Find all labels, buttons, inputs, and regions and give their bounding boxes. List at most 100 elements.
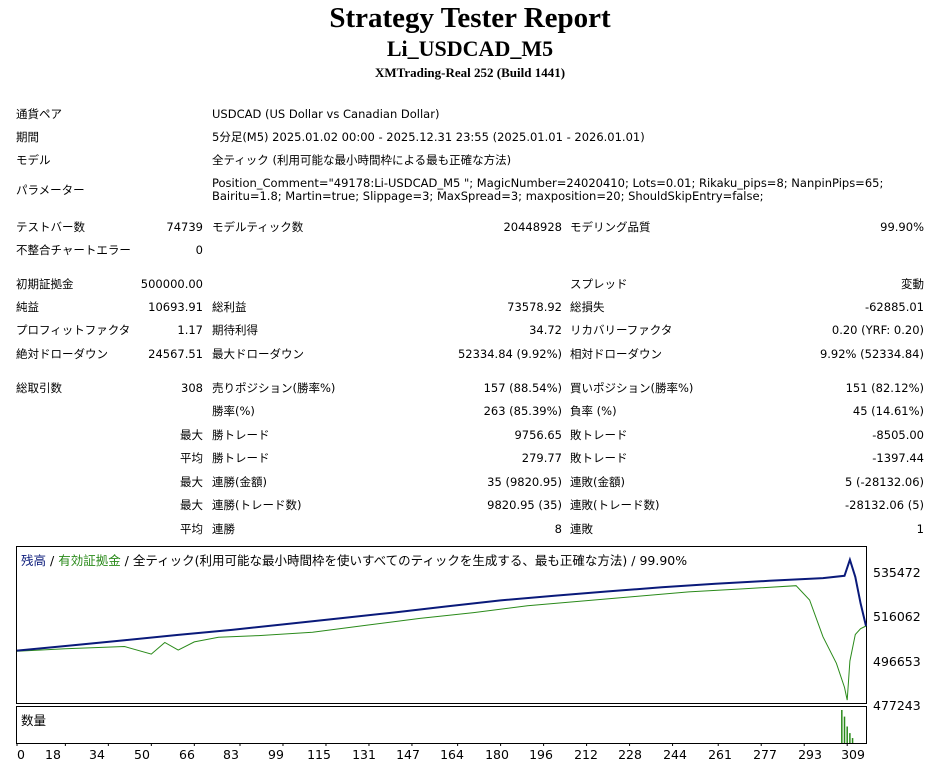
mismatch-label: 不整合チャートエラー: [16, 243, 131, 257]
deposit-label: 初期証拠金: [16, 277, 74, 291]
max-consecutive-loss-value: -28132.06 (5): [845, 498, 924, 512]
expected-payoff-value: 34.72: [529, 323, 562, 337]
x-tick-label: 228: [618, 747, 642, 762]
average-consecutive-losses-value: 1: [916, 522, 924, 536]
x-tick-label: 0: [17, 747, 25, 762]
max-consecutive-wins-value: 35 (9820.95): [487, 475, 562, 489]
parameters-label: パラメーター: [16, 183, 85, 197]
recovery-factor-value: 0.20 (YRF: 0.20): [831, 323, 924, 337]
max-consecutive-profit-value: 9820.95 (35): [487, 498, 562, 512]
average-win-label: 勝トレード: [212, 451, 270, 465]
max-consecutive-wins-label: 連勝(金額): [212, 475, 267, 489]
loss-rate-value: 45 (14.61%): [852, 404, 924, 418]
x-tick-label: 261: [708, 747, 732, 762]
y-tick-label: 516062: [873, 609, 921, 624]
bars-value: 74739: [166, 220, 203, 234]
volume-label: 数量: [21, 713, 47, 728]
gross-loss-value: -62885.01: [864, 300, 924, 314]
x-tick-label: 309: [841, 747, 865, 762]
long-positions-label: 買いポジション(勝率%): [570, 381, 694, 395]
absolute-drawdown-value: 24567.51: [148, 347, 203, 361]
expert-name: Li_USDCAD_M5: [386, 36, 554, 61]
average-loss-value: -1397.44: [872, 451, 924, 465]
y-tick-label: 496653: [873, 654, 921, 669]
total-trades-value: 308: [181, 381, 203, 395]
maximal-drawdown-label: 最大ドローダウン: [212, 347, 304, 361]
mismatch-value: 0: [195, 243, 203, 257]
model-label: モデル: [16, 153, 51, 167]
x-tick-label: 147: [396, 747, 420, 762]
max-consecutive-word-2: 最大: [180, 498, 203, 512]
y-tick-label: 535472: [873, 565, 921, 580]
max-consecutive-losses-value: 5 (-28132.06): [845, 475, 924, 489]
net-profit-value: 10693.91: [148, 300, 203, 314]
average-consecutive-word: 平均: [180, 522, 203, 536]
quality-label: モデリング品質: [570, 220, 651, 234]
balance-chart: [16, 546, 867, 704]
legend-separator: /: [46, 553, 59, 568]
report-title: Strategy Tester Report: [329, 2, 611, 34]
largest-loss-value: -8505.00: [872, 428, 924, 442]
short-positions-label: 売りポジション(勝率%): [212, 381, 336, 395]
profit-factor-label: プロフィットファクタ: [16, 323, 131, 337]
total-trades-label: 総取引数: [16, 381, 62, 395]
legend-equity: 有効証拠金: [58, 553, 121, 568]
gross-loss-label: 総損失: [570, 300, 605, 314]
gross-profit-label: 総利益: [212, 300, 247, 314]
gross-profit-value: 73578.92: [507, 300, 562, 314]
equity-line: [16, 585, 867, 701]
chart-legend: 残高 / 有効証拠金 / 全ティック(利用可能な最小時間枠を使いすべてのティック…: [21, 550, 687, 569]
max-consecutive-losses-label: 連敗(金額): [570, 475, 625, 489]
net-profit-label: 純益: [16, 300, 39, 314]
absolute-drawdown-label: 絶対ドローダウン: [16, 347, 108, 361]
average-consecutive-wins-value: 8: [554, 522, 562, 536]
x-tick-label: 212: [574, 747, 598, 762]
x-tick-label: 18: [45, 747, 61, 762]
max-consecutive-loss-label: 連敗(トレード数): [570, 498, 660, 512]
profit-factor-value: 1.17: [177, 323, 203, 337]
x-tick-label: 131: [352, 747, 376, 762]
legend-balance: 残高: [21, 553, 47, 568]
largest-win-label: 勝トレード: [212, 428, 270, 442]
x-tick-label: 66: [179, 747, 195, 762]
server-build: XMTrading-Real 252 (Build 1441): [374, 65, 566, 80]
average-win-value: 279.77: [521, 451, 562, 465]
largest-win-value: 9756.65: [514, 428, 562, 442]
legend-model: 全ティック(利用可能な最小時間枠を使いすべてのティックを生成する、最も正確な方法…: [132, 553, 628, 568]
x-tick-label: 50: [134, 747, 150, 762]
model-value: 全ティック (利用可能な最小時間枠による最も正確な方法): [212, 153, 512, 167]
x-tick-label: 277: [753, 747, 777, 762]
maximal-drawdown-value: 52334.84 (9.92%): [457, 347, 562, 361]
short-positions-value: 157 (88.54%): [483, 381, 562, 395]
x-tick-label: 115: [307, 747, 331, 762]
largest-loss-label: 敗トレード: [570, 428, 628, 442]
period-value: 5分足(M5) 2025.01.02 00:00 - 2025.12.31 23…: [212, 130, 645, 144]
relative-drawdown-value: 9.92% (52334.84): [819, 347, 924, 361]
symbol-label: 通貨ペア: [16, 107, 62, 121]
x-tick-label: 293: [798, 747, 822, 762]
spread-label: スプレッド: [570, 277, 628, 291]
balance-line: [16, 556, 867, 652]
ticks-value: 20448928: [503, 220, 562, 234]
x-tick-label: 34: [89, 747, 105, 762]
long-positions-value: 151 (82.12%): [845, 381, 924, 395]
win-rate-label: 勝率(%): [212, 404, 255, 418]
largest-word: 最大: [180, 428, 203, 442]
symbol-value: USDCAD (US Dollar vs Canadian Dollar): [212, 107, 440, 121]
legend-quality: 99.90%: [639, 553, 688, 568]
volume-chart: [16, 706, 867, 744]
x-tick-label: 99: [268, 747, 284, 762]
x-tick-label: 196: [529, 747, 553, 762]
x-tick-label: 244: [663, 747, 687, 762]
x-tick-label: 164: [440, 747, 464, 762]
win-rate-value: 263 (85.39%): [483, 404, 562, 418]
legend-separator: /: [120, 553, 133, 568]
legend-separator: /: [627, 553, 640, 568]
average-consecutive-wins-label: 連勝: [212, 522, 235, 536]
y-tick-label: 477243: [873, 698, 921, 713]
parameters-value: Position_Comment="49178:Li-USDCAD_M5 "; …: [212, 176, 884, 203]
max-consecutive-profit-label: 連勝(トレード数): [212, 498, 302, 512]
expected-payoff-label: 期待利得: [212, 323, 258, 337]
x-tick-label: 180: [485, 747, 509, 762]
ticks-label: モデルティック数: [212, 220, 304, 234]
